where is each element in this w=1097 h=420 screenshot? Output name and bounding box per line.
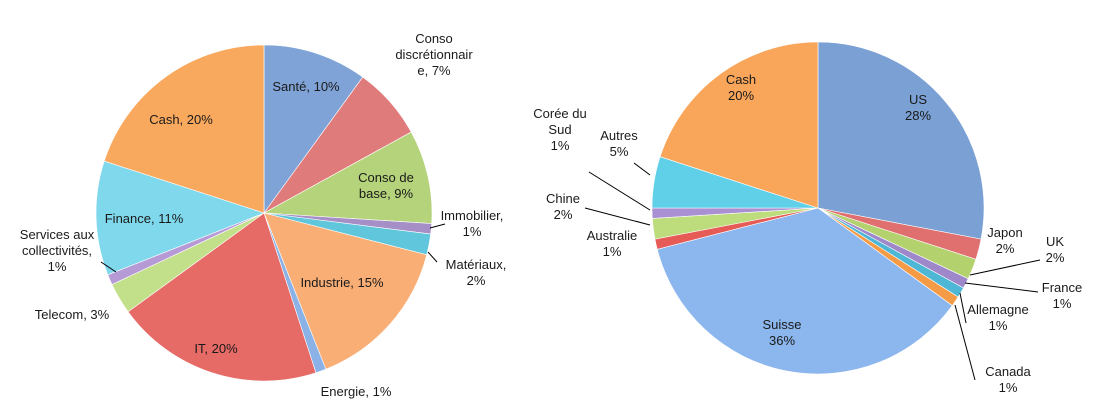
slice-label-japon: Japon 2% [987,225,1022,256]
pie-slice-cash [103,44,265,214]
pie-slice-sante [263,44,364,214]
pie-slice-suisse [656,207,953,375]
slice-label-it: IT, 20% [194,341,238,356]
slice-label-conso-discretionnaire: Conso discrétionnair e, 7% [395,31,473,78]
pie-slice-conso-de-base [262,131,433,224]
slice-label-uk: UK 2% [1046,234,1065,265]
leader-line [584,207,651,226]
slice-label-chine: Chine 2% [546,191,580,222]
leader-line [959,292,967,324]
slice-label-us: US 28% [905,92,931,123]
slice-label-materiaux: Matériaux, 2% [446,257,507,288]
leader-line [429,223,446,229]
leader-line [100,261,117,273]
leader-line [588,171,651,211]
pie-slice-finance [95,160,265,276]
slice-label-sante: Santé, 10% [272,79,340,94]
sector-pie-chart: Santé, 10% Conso discrétionnair e, 7% Conso … [20,31,507,399]
pie-slice-us [817,41,985,240]
leader-line [964,282,1039,293]
leader-line [427,251,438,263]
country-pie-chart: US 28% Japon 2% UK 2% France 1% Allemagne 1% Canad… [533,41,1082,395]
slice-label-autres: Autres 5% [600,128,638,159]
leader-line [633,162,651,176]
slice-label-telecom: Telecom, 3% [35,307,110,322]
slice-label-immobilier: Immobilier, 1% [441,208,504,239]
pie-slice-it [127,212,317,382]
slice-label-cash: Cash 20% [726,72,756,103]
slice-label-services-aux-collectivites: Services aux collectivités, 1% [20,227,95,274]
slice-label-allemagne: Allemagne 1% [967,302,1028,333]
slice-label-energie: Energie, 1% [321,384,392,399]
pie-slice-cash [659,41,819,209]
slice-label-france: France 1% [1042,280,1082,311]
leader-line [969,259,1041,276]
slice-label-australie: Australie 1% [587,228,638,259]
slice-label-coree-du-sud: Corée du Sud 1% [533,106,586,153]
slice-label-conso-de-base: Conso de base, 9% [358,170,414,201]
slice-label-suisse: Suisse 36% [762,317,801,348]
slice-label-cash: Cash, 20% [149,112,213,127]
pie-slice-industrie [263,212,428,370]
slice-label-canada: Canada 1% [985,364,1031,395]
leader-line [954,304,976,381]
slice-label-industrie: Industrie, 15% [300,275,384,290]
slice-label-finance: Finance, 11% [105,211,184,226]
